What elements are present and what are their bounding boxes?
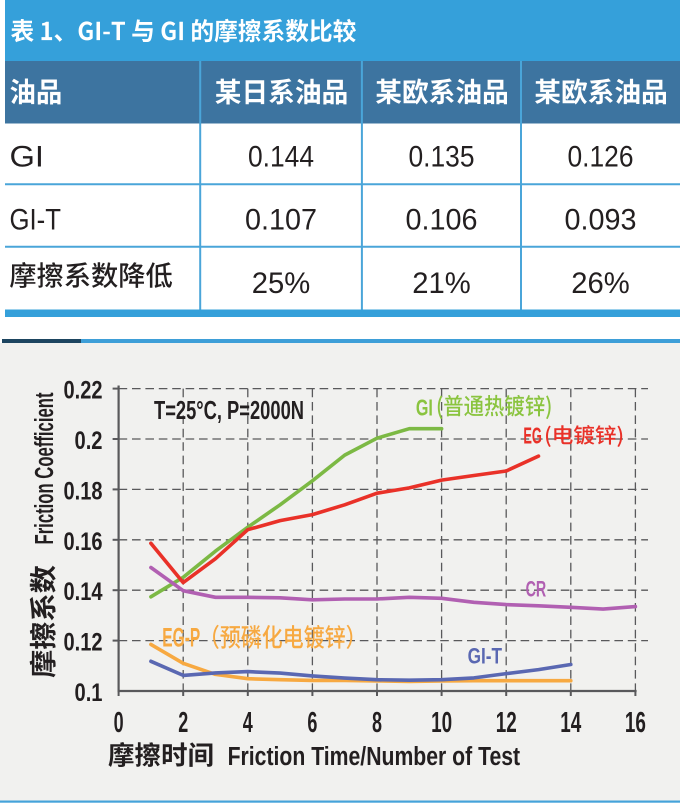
- svg-text:GI-T: GI-T: [10, 204, 62, 237]
- svg-text:0.1: 0.1: [75, 679, 103, 707]
- svg-text:GI-T: GI-T: [468, 644, 503, 669]
- svg-text:6: 6: [307, 707, 317, 739]
- svg-text:0.2: 0.2: [75, 427, 103, 455]
- svg-text:0.135: 0.135: [409, 141, 475, 174]
- svg-text:EG-P: EG-P: [162, 623, 200, 653]
- svg-text:0.107: 0.107: [245, 204, 317, 237]
- svg-text:0.22: 0.22: [64, 377, 103, 405]
- svg-text:0.14: 0.14: [64, 578, 103, 606]
- svg-text:T=25°C, P=2000N: T=25°C, P=2000N: [154, 395, 304, 425]
- svg-text:16: 16: [625, 707, 646, 739]
- svg-text:2: 2: [178, 707, 188, 739]
- svg-text:0.12: 0.12: [64, 629, 103, 657]
- svg-text:0.106: 0.106: [406, 204, 478, 237]
- svg-text:0.18: 0.18: [64, 477, 103, 505]
- svg-text:0.126: 0.126: [568, 141, 634, 174]
- svg-text:EG: EG: [523, 423, 542, 449]
- svg-text:26%: 26%: [571, 267, 630, 300]
- svg-text:GI: GI: [10, 141, 45, 174]
- svg-text:0: 0: [114, 707, 124, 739]
- svg-text:0.093: 0.093: [565, 204, 637, 237]
- svg-text:14: 14: [560, 707, 581, 739]
- svg-text:0.16: 0.16: [64, 528, 103, 556]
- svg-text:4: 4: [243, 707, 253, 739]
- svg-text:21%: 21%: [412, 267, 471, 300]
- svg-text:10: 10: [431, 707, 452, 739]
- svg-text:Friction Time/Number of Test: Friction Time/Number of Test: [228, 743, 521, 771]
- svg-text:8: 8: [372, 707, 382, 739]
- svg-text:25%: 25%: [252, 267, 311, 300]
- svg-text:0.144: 0.144: [248, 141, 314, 174]
- svg-text:Friction Coefficient: Friction Coefficient: [31, 392, 59, 544]
- svg-text:12: 12: [496, 707, 517, 739]
- svg-text:GI: GI: [416, 395, 433, 421]
- svg-text:CR: CR: [526, 577, 547, 602]
